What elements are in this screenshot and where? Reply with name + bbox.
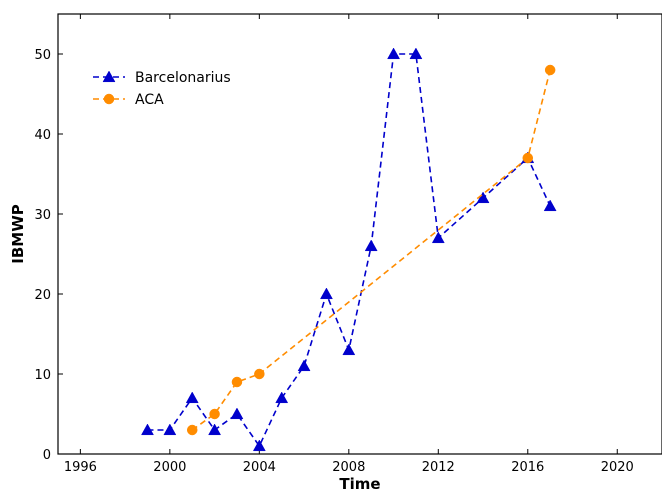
- x-tick-label: 2008: [332, 460, 365, 475]
- x-axis-ticks: 1996 2000 2004 2008 2012 2016 2020: [64, 14, 634, 475]
- legend-item-aca: ACA: [93, 92, 164, 108]
- legend: Barcelonarius ACA: [93, 70, 231, 108]
- series-layer: [141, 47, 557, 452]
- data-point-aca: [231, 376, 243, 388]
- data-point-barcelonarius: [297, 359, 311, 372]
- y-axis-ticks: 0 10 20 30 40 50: [34, 48, 63, 463]
- y-tick-label: 50: [34, 48, 51, 63]
- data-point-barcelonarius: [543, 199, 557, 212]
- data-point-barcelonarius: [364, 239, 378, 252]
- legend-marker-aca: [103, 93, 115, 105]
- data-point-aca: [209, 408, 220, 420]
- x-tick-label: 2004: [243, 460, 276, 475]
- data-point-barcelonarius: [387, 47, 400, 60]
- data-point-barcelonarius: [320, 287, 333, 300]
- data-point-aca: [522, 152, 534, 164]
- data-point-barcelonarius: [342, 343, 356, 356]
- data-point-barcelonarius: [141, 423, 154, 436]
- data-point-barcelonarius: [409, 47, 423, 60]
- legend-item-barcelonarius: Barcelonarius: [93, 70, 231, 86]
- y-axis-label: IBMWP: [9, 204, 27, 263]
- data-point-barcelonarius: [163, 423, 177, 436]
- plot-frame: [57, 13, 662, 455]
- data-point-barcelonarius: [431, 231, 445, 244]
- y-tick-label: 0: [43, 448, 51, 463]
- series-barcelonarius: [141, 47, 557, 452]
- legend-marker-barcelonarius: [102, 70, 116, 83]
- data-point-barcelonarius: [252, 439, 266, 452]
- data-point-barcelonarius: [185, 391, 199, 404]
- y-tick-label: 40: [34, 128, 51, 143]
- x-tick-label: 1996: [64, 460, 97, 475]
- y-tick-label: 10: [34, 368, 51, 383]
- series-line-barcelonarius: [147, 53, 551, 448]
- x-tick-label: 2000: [153, 460, 186, 475]
- x-tick-label: 2016: [511, 460, 544, 475]
- x-axis-label: Time: [339, 475, 380, 492]
- data-point-aca: [254, 368, 265, 380]
- x-tick-label: 2012: [422, 460, 455, 475]
- data-point-aca: [186, 424, 198, 436]
- legend-label-barcelonarius: Barcelonarius: [135, 70, 231, 86]
- data-point-barcelonarius: [275, 391, 289, 404]
- series-aca: [186, 64, 556, 436]
- data-point-barcelonarius: [230, 407, 244, 420]
- y-tick-label: 30: [34, 208, 51, 223]
- legend-label-aca: ACA: [135, 92, 164, 108]
- x-tick-label: 2020: [601, 460, 634, 475]
- y-tick-label: 20: [34, 288, 51, 303]
- data-point-barcelonarius: [208, 423, 222, 436]
- data-point-aca: [544, 64, 556, 76]
